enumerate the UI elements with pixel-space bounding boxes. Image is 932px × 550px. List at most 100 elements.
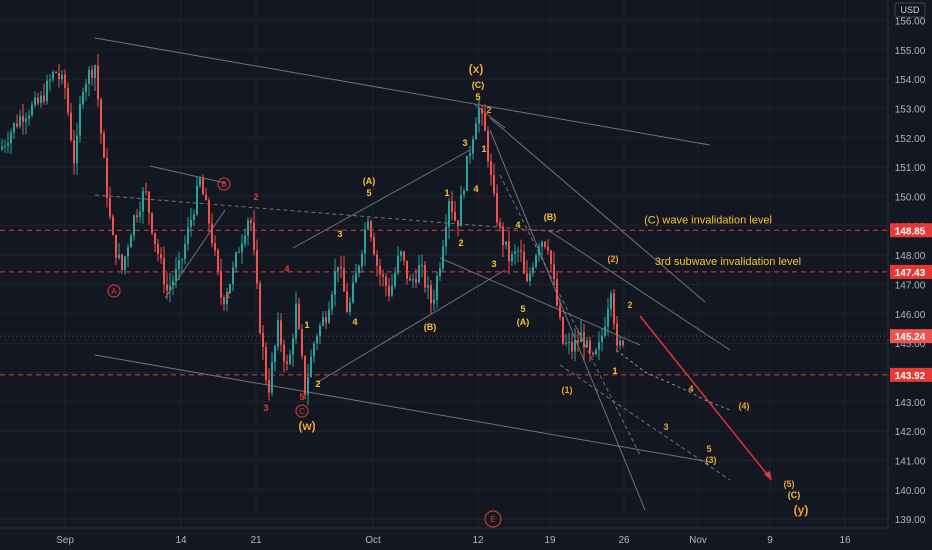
candle-body [97, 65, 99, 100]
projection-arrow-head [764, 471, 772, 481]
candle-body [13, 123, 15, 133]
candle-body [580, 332, 582, 343]
candle-body [301, 328, 303, 356]
candle-body [472, 139, 474, 154]
wave-label: (A) [517, 317, 530, 327]
candle-body [115, 235, 117, 258]
wave-label: 1 [481, 144, 486, 154]
circled-wave-label: E [490, 515, 495, 524]
candle-body [541, 241, 543, 247]
candle-body [493, 175, 495, 194]
candle-body [370, 221, 372, 238]
circled-wave-label: A [111, 287, 117, 296]
y-tick-label: 143.00 [895, 398, 926, 409]
wave-label: (w) [298, 419, 315, 433]
x-tick-label: 21 [250, 535, 262, 546]
candle-body [481, 108, 483, 114]
trend-line [149, 165, 226, 184]
y-tick-label: 156.00 [895, 17, 926, 28]
candle-body [196, 185, 198, 215]
candle-body [274, 346, 276, 363]
candle-body [292, 338, 294, 355]
wave-label: 4 [515, 220, 520, 230]
candle-body [535, 255, 537, 267]
candle-body [607, 308, 609, 327]
trend-line [164, 209, 226, 299]
candle-body [490, 161, 492, 176]
candle-body [211, 223, 213, 244]
candle-body [7, 143, 9, 146]
candle-body [202, 178, 204, 195]
y-tick-label: 139.00 [895, 515, 926, 526]
projection-arrow-line [639, 315, 771, 479]
candle-body [1, 146, 3, 150]
candle-body [31, 104, 33, 116]
candle-body [124, 256, 126, 270]
candle-body [415, 279, 417, 283]
candle-body [382, 274, 384, 277]
candle-body [259, 283, 261, 333]
candle-body [193, 214, 195, 220]
y-tick-label: 145.00 [895, 339, 926, 350]
candle-body [307, 376, 309, 395]
horizontal-levels: (C) wave invalidation level 3rd subwave i… [0, 214, 888, 376]
trend-line [547, 229, 731, 351]
trend-line [559, 364, 731, 481]
candle-body [127, 247, 129, 257]
candle-body [340, 266, 342, 269]
candle-body [133, 215, 135, 236]
candle-body [22, 116, 24, 122]
candle-body [505, 241, 507, 245]
candle-body [328, 309, 330, 323]
candle-body [568, 342, 570, 344]
wave-label: 4 [352, 317, 357, 327]
wave-label: (2) [608, 254, 619, 264]
candle-body [565, 342, 567, 344]
candle-body [169, 285, 171, 291]
candle-body [268, 380, 270, 393]
wave-label: 5 [706, 444, 711, 454]
candle-body [601, 335, 603, 343]
currency-label: USD [900, 5, 920, 15]
candle-body [223, 297, 225, 305]
candle-body [547, 246, 549, 251]
candle-body [550, 250, 552, 265]
candle-body [592, 352, 594, 355]
candle-body [262, 332, 264, 347]
trend-line [292, 149, 471, 249]
trend-lines [94, 37, 731, 511]
x-tick-label: 9 [767, 535, 773, 546]
candle-body [343, 268, 345, 292]
wave-label: 2 [253, 192, 258, 202]
candle-body [103, 133, 105, 158]
wave-label: 5 [299, 392, 304, 402]
candle-body [331, 294, 333, 310]
candle-body [238, 252, 240, 254]
level-price-tag [890, 223, 932, 238]
candle-body [178, 260, 180, 270]
trend-line [489, 117, 706, 303]
candle-body [337, 266, 339, 272]
circled-wave-marker [295, 404, 309, 418]
wave-label: 5 [520, 304, 525, 314]
candle-body [181, 259, 183, 261]
candle-body [436, 275, 438, 300]
wave-label: (C) [788, 490, 801, 500]
candle-body [367, 221, 369, 230]
candle-body [427, 285, 429, 288]
candle-body [511, 254, 513, 262]
candle-body [409, 278, 411, 281]
candle-body [463, 190, 465, 195]
x-tick-label: 26 [618, 535, 630, 546]
candle-body [361, 253, 363, 267]
wave-label: 5 [366, 188, 371, 198]
candle-body [298, 303, 300, 329]
level-price-tag [890, 264, 932, 279]
candle-body [502, 226, 504, 245]
candle-body [313, 343, 315, 357]
candle-body [517, 250, 519, 252]
candle-body [556, 279, 558, 306]
candle-body [256, 250, 258, 284]
candle-body [82, 91, 84, 105]
